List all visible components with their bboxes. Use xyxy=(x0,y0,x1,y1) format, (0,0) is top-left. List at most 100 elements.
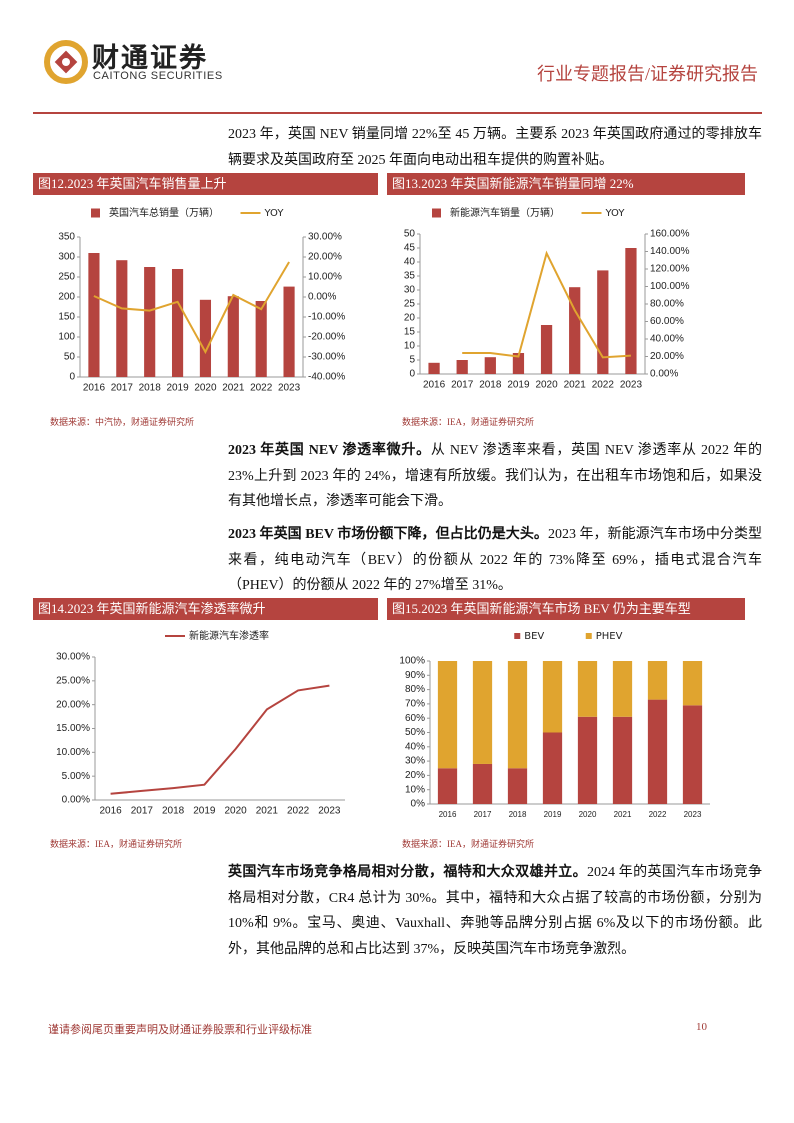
y-tick-label: 20 xyxy=(404,313,416,324)
y-tick-label: 100% xyxy=(399,656,425,667)
y2-tick-label: -30.00% xyxy=(308,352,345,363)
y-tick-label: 70% xyxy=(405,699,425,710)
y-tick-label: 25 xyxy=(404,299,416,310)
bar xyxy=(577,661,598,717)
y2-tick-label: 40.00% xyxy=(650,334,684,345)
x-tick-label: 2017 xyxy=(451,380,474,391)
bar xyxy=(507,768,528,804)
bar xyxy=(484,357,496,374)
y2-tick-label: 30.00% xyxy=(308,232,342,243)
y-tick-label: 15.00% xyxy=(56,723,90,734)
y2-tick-label: 60.00% xyxy=(650,316,684,327)
y-tick-label: 100 xyxy=(58,332,75,343)
y2-tick-label: 10.00% xyxy=(308,272,342,283)
bar xyxy=(542,732,563,804)
paragraph-text: 2024 年的英国汽车市场竞争格局相对分散，CR4 总计为 30%。其中，福特和… xyxy=(228,865,763,957)
y2-tick-label: 160.00% xyxy=(650,229,690,240)
y-tick-label: 20.00% xyxy=(56,699,90,710)
x-tick-label: 2020 xyxy=(194,383,217,394)
x-tick-label: 2018 xyxy=(479,380,502,391)
y-tick-label: 15 xyxy=(404,327,416,338)
x-tick-label: 2022 xyxy=(649,810,667,819)
figure-title: 图15.2023 年英国新能源汽车市场 BEV 仍为主要车型 xyxy=(387,598,745,620)
bar xyxy=(569,287,581,374)
x-tick-label: 2019 xyxy=(544,810,562,819)
y-tick-label: 0 xyxy=(409,369,415,380)
paragraph: 英国汽车市场竞争格局相对分散，福特和大众双雄并立。2024 年的英国汽车市场竞争… xyxy=(228,860,762,962)
x-tick-label: 2023 xyxy=(318,806,341,817)
bar xyxy=(437,661,458,769)
y-tick-label: 50 xyxy=(404,229,416,240)
bar xyxy=(512,353,525,374)
paragraph: 2023 年英国 BEV 市场份额下降，但占比仍是大头。2023 年，新能源汽车… xyxy=(228,522,762,599)
line xyxy=(462,250,631,359)
x-tick-label: 2021 xyxy=(222,383,245,394)
legend-label: 新能源汽车销量（万辆） xyxy=(450,206,560,219)
x-tick-label: 2016 xyxy=(83,383,106,394)
figure-source: 数据来源：IEA，财通证券研究所 xyxy=(402,839,534,849)
y-tick-label: 350 xyxy=(58,232,75,243)
paragraph-lead: 英国汽车市场竞争格局相对分散，福特和大众双雄并立。 xyxy=(228,865,587,880)
figure-title: 图12.2023 年英国汽车销售量上升 xyxy=(33,173,378,195)
paragraph-text: 2023 年，英国 NEV 销量同增 22%至 45 万辆。主要系 2023 年… xyxy=(228,127,762,168)
y-tick-label: 60% xyxy=(405,713,425,724)
y-tick-label: 10% xyxy=(405,784,425,795)
y2-tick-label: 140.00% xyxy=(650,246,690,257)
paragraph-lead: 2023 年英国 BEV 市场份额下降，但占比仍是大头。 xyxy=(228,527,548,542)
x-tick-label: 2018 xyxy=(509,810,527,819)
x-tick-label: 2021 xyxy=(564,380,587,391)
bar xyxy=(625,248,637,374)
y-tick-label: 30.00% xyxy=(56,652,90,663)
y-tick-label: 30 xyxy=(404,285,416,296)
bar xyxy=(283,286,295,377)
legend-label: BEV xyxy=(524,631,544,642)
x-tick-label: 2022 xyxy=(250,383,273,394)
bar xyxy=(647,661,668,700)
y-tick-label: 35 xyxy=(404,271,416,282)
report-type: 行业专题报告/证券研究报告 xyxy=(537,64,758,84)
page-number: 10 xyxy=(696,1021,707,1033)
figure-title: 图13.2023 年英国新能源汽车销量同增 22% xyxy=(387,173,745,195)
chart: 0 50 100 150 200 250 300 350 -40.00% -30.00% -20.0… xyxy=(58,206,345,394)
x-tick-label: 2023 xyxy=(684,810,702,819)
x-tick-label: 2016 xyxy=(423,380,446,391)
y-tick-label: 20% xyxy=(405,770,425,781)
x-tick-label: 2020 xyxy=(225,806,248,817)
y-tick-label: 0 xyxy=(69,372,75,383)
bar xyxy=(597,270,609,374)
x-tick-label: 2020 xyxy=(535,380,558,391)
paragraph-text: 从 NEV 渗透率来看，英国 NEV 渗透率从 2022 年的 23%上升到 2… xyxy=(228,443,762,509)
paragraph-text: 2023 年，新能源汽车市场中分类型来看，纯电动汽车（BEV）的份额从 2022… xyxy=(228,527,762,593)
y-tick-label: 90% xyxy=(405,670,425,681)
bar xyxy=(199,299,212,377)
figure-source: 数据来源：IEA，财通证券研究所 xyxy=(50,839,182,849)
y-tick-label: 50 xyxy=(64,352,76,363)
y-tick-label: 10.00% xyxy=(56,747,90,758)
y2-tick-label: 0.00% xyxy=(308,292,336,303)
chart: 0.00% 5.00% 10.00% 15.00% 20.00% 25.00% 30.00%… xyxy=(56,629,345,817)
figure-source: 数据来源：IEA，财通证券研究所 xyxy=(402,417,534,427)
legend-label: YOY xyxy=(264,208,285,219)
bar xyxy=(472,763,493,804)
legend-label: 英国汽车总销量（万辆） xyxy=(109,206,219,219)
x-tick-label: 2021 xyxy=(614,810,632,819)
logo-icon xyxy=(44,40,88,84)
x-tick-label: 2018 xyxy=(139,383,162,394)
y-tick-label: 250 xyxy=(58,272,75,283)
bar xyxy=(472,661,493,764)
legend-label: PHEV xyxy=(596,631,623,642)
x-tick-label: 2021 xyxy=(256,806,279,817)
line xyxy=(93,261,290,355)
x-tick-label: 2019 xyxy=(507,380,530,391)
y-tick-label: 40 xyxy=(404,257,416,268)
x-tick-label: 2023 xyxy=(620,380,643,391)
legend-label: 新能源汽车渗透率 xyxy=(189,629,269,642)
figure-title: 图14.2023 年英国新能源汽车渗透率微升 xyxy=(33,598,378,620)
x-tick-label: 2019 xyxy=(193,806,216,817)
y2-tick-label: 80.00% xyxy=(650,299,684,310)
y-tick-label: 0% xyxy=(411,799,426,810)
bar xyxy=(612,661,633,717)
y-tick-label: 0.00% xyxy=(62,795,90,806)
y-tick-label: 80% xyxy=(405,684,425,695)
x-tick-label: 2022 xyxy=(592,380,615,391)
